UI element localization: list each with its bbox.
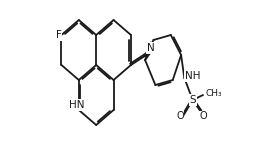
Text: O: O [176, 111, 184, 121]
Text: S: S [189, 95, 196, 105]
Text: O: O [199, 111, 207, 121]
Text: CH₃: CH₃ [206, 88, 222, 97]
Text: F: F [56, 30, 62, 40]
Text: N: N [147, 43, 155, 53]
Text: HN: HN [69, 100, 85, 110]
Text: NH: NH [185, 71, 200, 81]
